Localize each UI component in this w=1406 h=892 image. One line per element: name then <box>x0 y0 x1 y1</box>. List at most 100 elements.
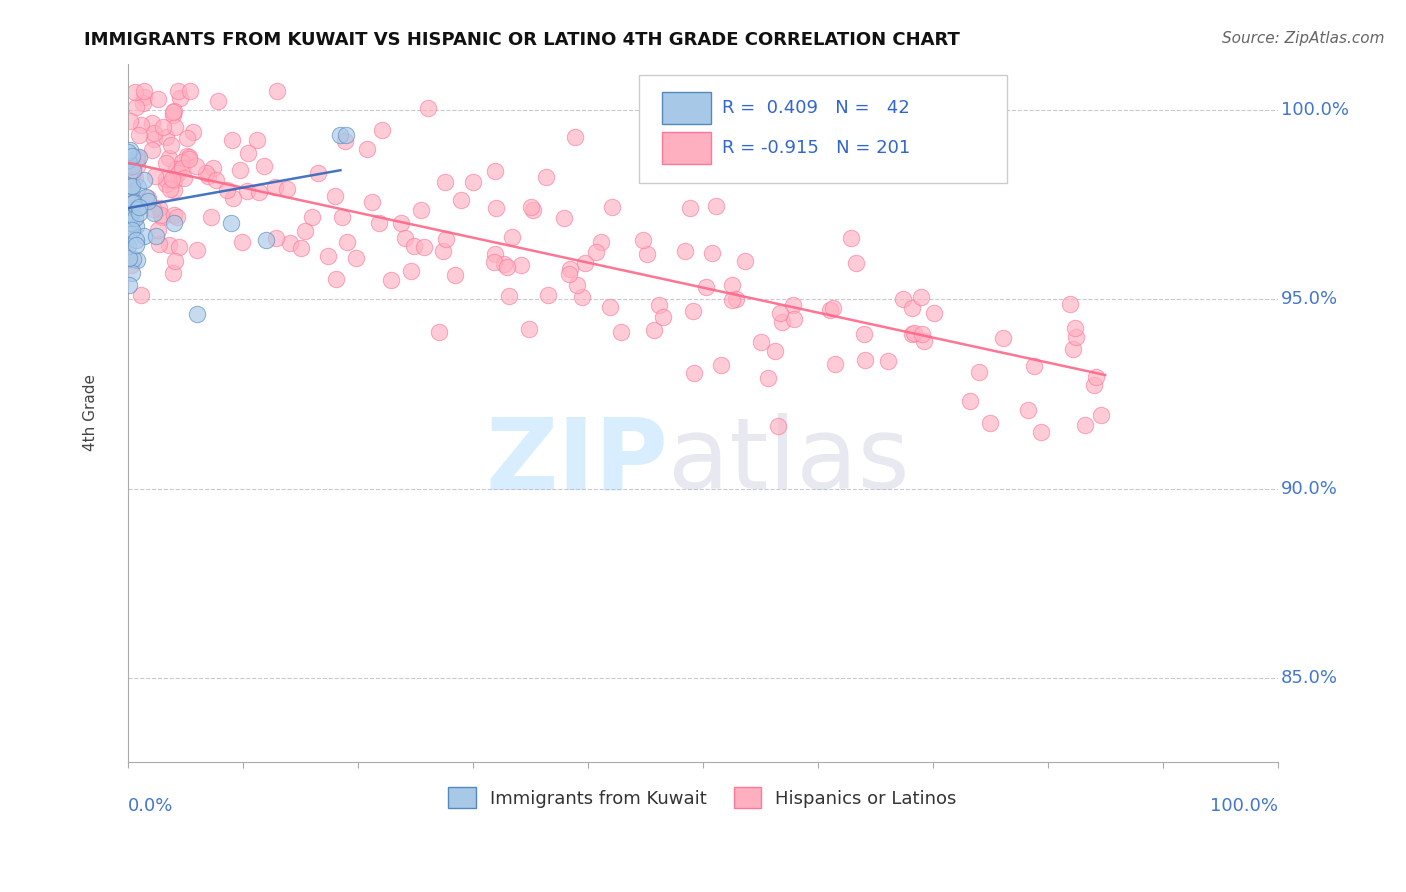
Point <box>412 239 434 253</box>
Point <box>1074 417 1097 432</box>
Point <box>148 223 170 237</box>
Point <box>496 260 519 275</box>
Point <box>818 303 841 318</box>
Point <box>558 262 581 277</box>
Point <box>276 181 298 195</box>
Point <box>599 300 621 314</box>
Text: 90.0%: 90.0% <box>1281 480 1339 498</box>
Point <box>571 289 593 303</box>
Point <box>553 211 575 226</box>
Point <box>127 152 149 166</box>
Point <box>167 240 190 254</box>
Point <box>124 219 146 233</box>
Point <box>121 223 143 237</box>
Point <box>117 186 139 201</box>
Text: atlas: atlas <box>668 413 910 510</box>
Text: 4th Grade: 4th Grade <box>83 375 98 451</box>
Point <box>335 128 357 142</box>
Point <box>121 179 143 194</box>
Point <box>150 210 173 224</box>
Point <box>127 180 149 194</box>
Point <box>155 178 177 192</box>
Point <box>170 161 193 175</box>
Point <box>201 161 224 176</box>
Point <box>134 172 156 186</box>
Point <box>163 216 186 230</box>
Point <box>117 145 139 160</box>
Point <box>648 298 671 312</box>
Point <box>498 289 520 303</box>
Point <box>236 146 259 161</box>
Point <box>1062 343 1084 357</box>
Point <box>215 183 238 197</box>
Point <box>922 306 945 320</box>
Point <box>162 108 184 122</box>
Point <box>148 237 170 252</box>
Text: ZIP: ZIP <box>485 413 668 510</box>
Point <box>129 118 152 132</box>
Point <box>179 150 201 164</box>
Point <box>163 208 186 222</box>
Point <box>128 128 150 142</box>
Point <box>845 256 868 270</box>
Point <box>143 205 166 219</box>
Point <box>959 394 981 409</box>
Point <box>136 190 159 204</box>
Point <box>891 293 914 307</box>
Point <box>766 419 789 434</box>
Point <box>229 163 252 178</box>
Point <box>534 170 557 185</box>
Point <box>118 143 141 157</box>
Point <box>336 235 359 249</box>
Point <box>148 201 170 215</box>
Point <box>725 292 748 306</box>
Point <box>756 371 779 385</box>
Point <box>231 235 253 250</box>
Point <box>266 84 288 98</box>
Point <box>219 216 242 230</box>
Point <box>910 326 932 341</box>
FancyBboxPatch shape <box>640 75 1007 183</box>
Point <box>585 245 607 260</box>
Point <box>132 84 155 98</box>
Point <box>122 252 145 267</box>
Point <box>127 202 149 216</box>
Point <box>155 172 177 186</box>
Point <box>394 231 416 245</box>
Point <box>179 153 201 167</box>
Point <box>389 216 412 230</box>
Point <box>564 130 586 145</box>
Point <box>184 159 207 173</box>
Point <box>1024 359 1046 373</box>
Point <box>163 173 186 187</box>
Point <box>186 307 208 321</box>
Point <box>1017 402 1039 417</box>
Point <box>683 367 706 381</box>
Point <box>679 201 702 215</box>
Point <box>484 246 506 260</box>
Point <box>132 90 155 104</box>
Point <box>205 173 228 187</box>
Point <box>176 131 198 145</box>
Point <box>122 194 145 209</box>
Text: IMMIGRANTS FROM KUWAIT VS HISPANIC OR LATINO 4TH GRADE CORRELATION CHART: IMMIGRANTS FROM KUWAIT VS HISPANIC OR LA… <box>84 31 960 49</box>
Legend: Immigrants from Kuwait, Hispanics or Latinos: Immigrants from Kuwait, Hispanics or Lat… <box>441 780 965 815</box>
Point <box>121 266 143 280</box>
Point <box>167 84 190 98</box>
Point <box>877 354 900 368</box>
Point <box>432 244 454 258</box>
Point <box>124 171 146 186</box>
Point <box>162 104 184 119</box>
Point <box>301 210 323 224</box>
Point <box>839 230 862 244</box>
Point <box>118 221 141 235</box>
Point <box>132 96 155 111</box>
Point <box>673 244 696 258</box>
Point <box>157 237 180 252</box>
Point <box>163 120 186 134</box>
Point <box>121 179 143 194</box>
Point <box>197 169 219 184</box>
Point <box>461 175 484 189</box>
Point <box>482 255 505 269</box>
Text: 100.0%: 100.0% <box>1281 101 1348 119</box>
